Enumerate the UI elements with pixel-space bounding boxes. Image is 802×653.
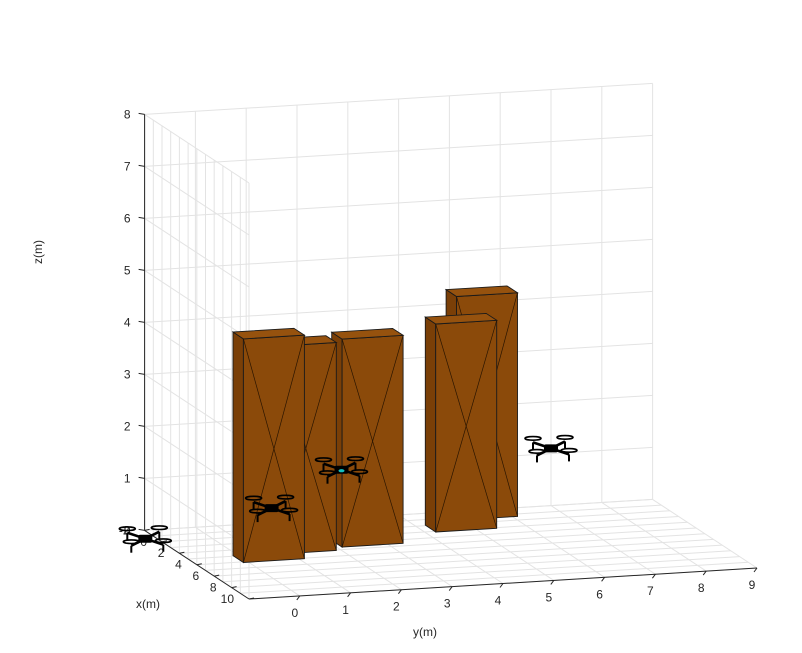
z-tick-mark	[138, 164, 145, 167]
obstacle-top-face	[444, 285, 519, 297]
obstacle-top-face	[423, 312, 499, 325]
z-tick-mark	[138, 216, 145, 219]
grid-line	[144, 321, 250, 392]
drone-icon	[118, 525, 173, 553]
grid-line	[144, 113, 250, 184]
y-tick-mark	[702, 570, 707, 576]
obstacle-side-face	[424, 316, 437, 533]
x-tick-label: 4	[175, 558, 182, 572]
y-tick-mark	[753, 567, 758, 573]
grid-line	[499, 508, 605, 578]
y-tick-mark	[448, 586, 453, 591]
grid-line	[144, 290, 653, 323]
z-tick-label: 3	[124, 367, 131, 381]
y-tick-label: 4	[495, 594, 502, 608]
obstacle-box	[330, 328, 405, 548]
obstacle-diagonal	[435, 323, 498, 529]
x-tick-mark	[248, 597, 255, 600]
x-tick-mark	[231, 586, 237, 589]
obstacles	[231, 285, 519, 564]
drone-icon	[244, 494, 299, 523]
drones	[118, 434, 578, 553]
y-tick-label: 8	[698, 581, 705, 595]
y-tick-label: 0	[291, 606, 298, 620]
z-axis-label: z(m)	[31, 240, 45, 264]
obstacle-side-face	[232, 331, 244, 564]
y-tick-mark	[296, 595, 301, 601]
grid-line	[144, 238, 653, 271]
obstacle-diagonal	[341, 338, 404, 544]
z-tick-label: 5	[124, 263, 131, 277]
x-tick-label: 10	[221, 592, 235, 606]
obstacle-top-face	[231, 327, 306, 340]
z-tick-label: 1	[124, 471, 131, 485]
x-tick-mark	[161, 540, 168, 543]
y-tick-mark	[347, 592, 352, 598]
z-tick-mark	[138, 320, 145, 323]
y-axis-label: y(m)	[413, 625, 437, 639]
y-tick-label: 5	[545, 590, 552, 604]
grid-line	[144, 134, 653, 167]
grid-line	[144, 186, 653, 219]
y-tick-label: 3	[444, 597, 451, 611]
x-tick-mark	[214, 574, 220, 577]
x-tick-mark	[196, 563, 202, 566]
z-tick-mark	[138, 476, 145, 479]
y-tick-mark	[550, 580, 555, 585]
grid-line	[144, 373, 250, 444]
z-tick-mark	[138, 112, 145, 115]
grid-line	[398, 514, 504, 584]
drone-led-icon	[338, 469, 345, 473]
z-tick-mark	[138, 528, 145, 531]
y-tick-label: 7	[647, 584, 654, 598]
x-tick-label: 8	[210, 581, 217, 595]
z-tick-label: 8	[124, 107, 131, 121]
grid-line	[144, 425, 250, 496]
z-tick-mark	[138, 268, 145, 271]
grid-line	[144, 269, 250, 340]
x-tick-mark	[179, 551, 185, 554]
obstacle-top-face	[330, 328, 405, 340]
z-tick-label: 4	[124, 315, 131, 329]
grid-line	[144, 217, 250, 288]
obstacle-box	[231, 327, 306, 564]
grid-line	[144, 165, 250, 236]
z-tick-mark	[138, 372, 145, 375]
x-tick-mark	[144, 528, 150, 531]
y-tick-mark	[397, 589, 402, 595]
z-tick-label: 2	[124, 419, 131, 433]
x-tick-label: 6	[193, 569, 200, 583]
y-tick-mark	[499, 583, 504, 588]
y-tick-mark	[652, 573, 656, 579]
grid-line	[652, 498, 758, 569]
z-tick-label: 6	[124, 211, 131, 225]
obstacle-box	[423, 312, 499, 533]
z-tick-mark	[138, 424, 145, 427]
drone-icon	[524, 434, 578, 463]
y-tick-label: 6	[596, 587, 603, 601]
y-tick-label: 2	[393, 600, 400, 614]
grid-line	[550, 505, 656, 575]
y-tick-mark	[601, 576, 605, 582]
grid-line	[144, 82, 653, 115]
x-tick-label: 2	[158, 546, 165, 560]
grid-line	[144, 477, 250, 548]
x-axis-label: x(m)	[136, 597, 160, 611]
y-tick-label: 9	[749, 578, 756, 592]
y-tick-label: 1	[342, 603, 349, 617]
grid-line	[601, 502, 707, 572]
obstacle-diagonal	[243, 338, 305, 559]
z-tick-label: 7	[124, 159, 131, 173]
